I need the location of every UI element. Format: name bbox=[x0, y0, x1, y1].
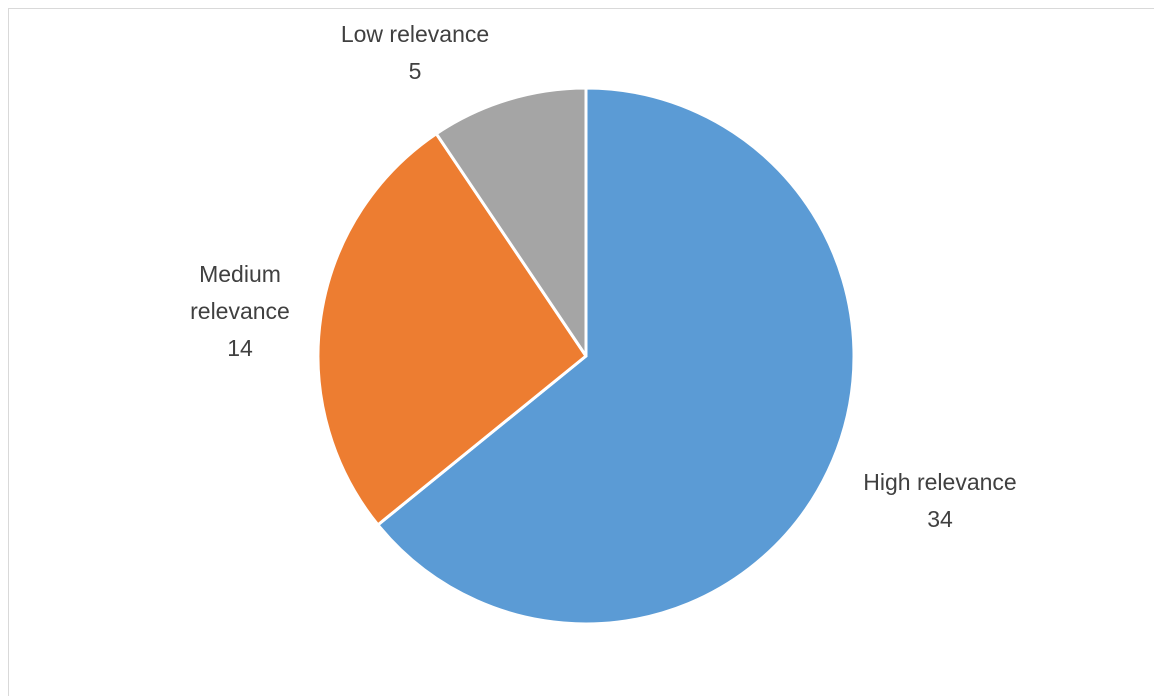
data-label-value: 14 bbox=[227, 335, 253, 361]
data-label-value: 5 bbox=[409, 58, 422, 84]
data-label-category: Low relevance bbox=[341, 21, 489, 47]
slice-labels: High relevance 34 Medium relevance 14 Low rel… bbox=[190, 21, 1017, 532]
data-label-value: 34 bbox=[927, 506, 953, 532]
data-label-medium-relevance: Medium relevance 14 bbox=[190, 261, 290, 361]
pie-slice-high-relevance bbox=[376, 86, 856, 626]
pie-slices bbox=[316, 86, 856, 626]
data-label-category: Medium bbox=[199, 261, 281, 287]
data-label-low-relevance: Low relevance 5 bbox=[341, 21, 489, 84]
pie-slice-medium-relevance bbox=[316, 132, 588, 527]
data-label-high-relevance: High relevance 34 bbox=[863, 469, 1016, 532]
data-label-category: High relevance bbox=[863, 469, 1016, 495]
data-label-category: relevance bbox=[190, 298, 290, 324]
chart-area bbox=[8, 8, 1154, 696]
pie-slice-low-relevance bbox=[434, 86, 588, 358]
